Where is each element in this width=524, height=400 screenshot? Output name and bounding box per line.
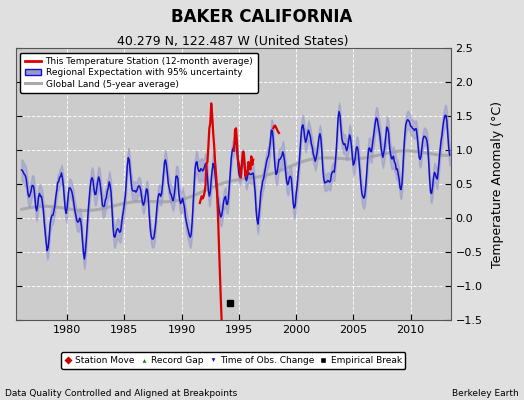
Legend: Station Move, Record Gap, Time of Obs. Change, Empirical Break: Station Move, Record Gap, Time of Obs. C… [61, 352, 406, 368]
Text: Data Quality Controlled and Aligned at Breakpoints: Data Quality Controlled and Aligned at B… [5, 389, 237, 398]
Title: 40.279 N, 122.487 W (United States): 40.279 N, 122.487 W (United States) [117, 35, 349, 48]
Y-axis label: Temperature Anomaly (°C): Temperature Anomaly (°C) [491, 100, 504, 268]
Text: Berkeley Earth: Berkeley Earth [452, 389, 519, 398]
Text: BAKER CALIFORNIA: BAKER CALIFORNIA [171, 8, 353, 26]
